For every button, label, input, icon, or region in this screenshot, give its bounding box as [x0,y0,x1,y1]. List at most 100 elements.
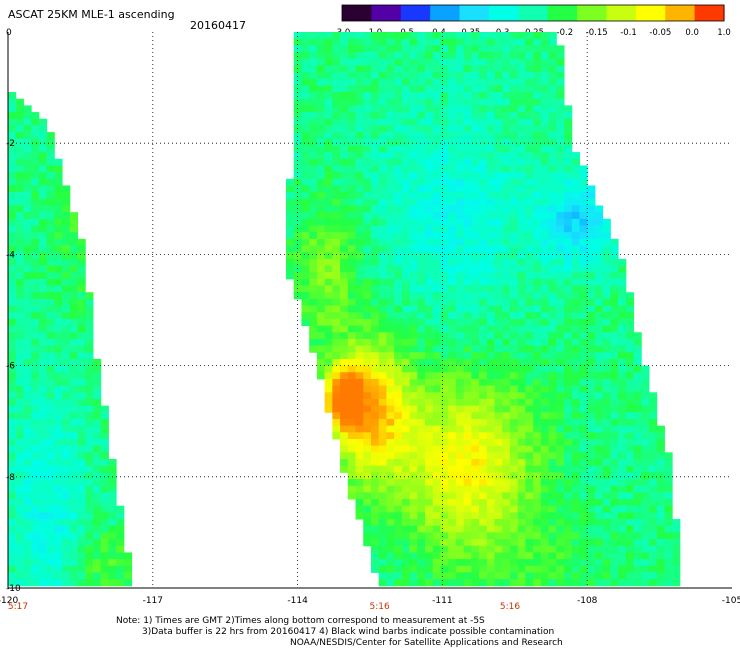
data-cell [525,365,534,373]
data-cell [394,232,403,240]
data-cell [448,132,457,140]
data-cell [564,352,573,360]
data-cell [8,232,17,240]
data-cell [525,238,534,246]
data-cell [548,438,557,447]
data-cell [386,278,395,287]
data-cell [479,445,488,453]
data-cell [85,398,94,407]
data-cell [378,352,387,360]
data-cell [409,332,418,340]
data-cell [401,539,411,547]
data-cell [471,112,480,120]
data-cell [108,545,117,553]
data-cell [479,459,488,467]
data-cell [8,552,17,560]
data-cell [502,479,511,487]
data-cell [69,432,78,440]
data-cell [564,338,573,347]
data-cell [401,278,411,287]
data-cell [316,112,326,120]
data-cell [440,65,449,73]
data-cell [15,158,24,166]
data-cell [540,258,550,267]
data-cell [363,92,372,100]
data-cell [77,479,86,487]
data-cell [77,412,86,420]
data-cell [46,298,55,307]
data-cell [340,125,349,133]
data-cell [471,225,480,233]
data-cell [517,232,526,240]
data-cell [440,298,449,307]
data-cell [455,252,465,260]
data-cell [46,158,55,166]
data-cell [494,519,503,527]
data-cell [8,152,17,160]
data-cell [448,178,457,186]
data-cell [525,125,534,133]
data-cell [440,238,449,246]
data-cell [363,438,372,447]
data-cell [486,192,496,200]
data-cell [309,185,318,193]
data-cell [571,572,580,580]
x-tick-label: -105 [722,596,740,606]
data-cell [409,405,418,413]
data-cell [618,465,627,473]
data-cell [548,385,557,393]
data-cell [100,539,109,547]
data-cell [417,392,426,400]
data-cell [494,92,503,100]
data-cell [571,465,580,473]
data-cell [378,385,387,393]
data-cell [548,572,557,580]
data-cell [409,305,418,313]
data-cell [286,225,295,233]
data-cell [455,325,465,333]
data-cell [46,519,55,527]
data-cell [440,338,449,347]
time-labels: 5:17 5:16 5:16 [8,602,520,612]
data-cell [23,212,32,220]
data-cell [69,425,78,433]
data-cell [347,459,357,467]
data-cell [633,505,642,513]
data-cell [324,172,333,180]
data-cell [494,452,503,460]
data-cell [378,32,387,40]
data-cell [448,158,457,166]
data-cell [347,58,357,66]
data-cell [525,438,534,447]
data-cell [486,185,496,193]
data-cell [471,298,480,307]
data-cell [579,485,588,493]
data-cell [8,292,17,300]
data-cell [656,485,665,493]
data-cell [571,525,580,533]
data-cell [38,539,48,547]
data-cell [455,305,465,313]
data-cell [594,485,604,493]
data-cell [394,559,403,567]
data-cell [425,178,434,186]
data-cell [479,405,488,413]
data-cell [324,325,333,333]
data-cell [479,392,488,400]
data-cell [77,365,86,373]
data-cell [432,398,441,407]
data-cell [602,318,611,327]
data-cell [69,405,78,413]
data-cell [548,78,557,86]
data-cell [455,565,465,573]
data-cell [533,265,542,273]
data-cell [571,292,580,300]
data-cell [324,372,333,380]
data-cell [594,265,604,273]
data-cell [62,545,71,553]
data-cell [602,325,611,333]
data-cell [432,112,441,120]
data-cell [31,432,40,440]
data-cell [417,305,426,313]
data-cell [564,418,573,427]
